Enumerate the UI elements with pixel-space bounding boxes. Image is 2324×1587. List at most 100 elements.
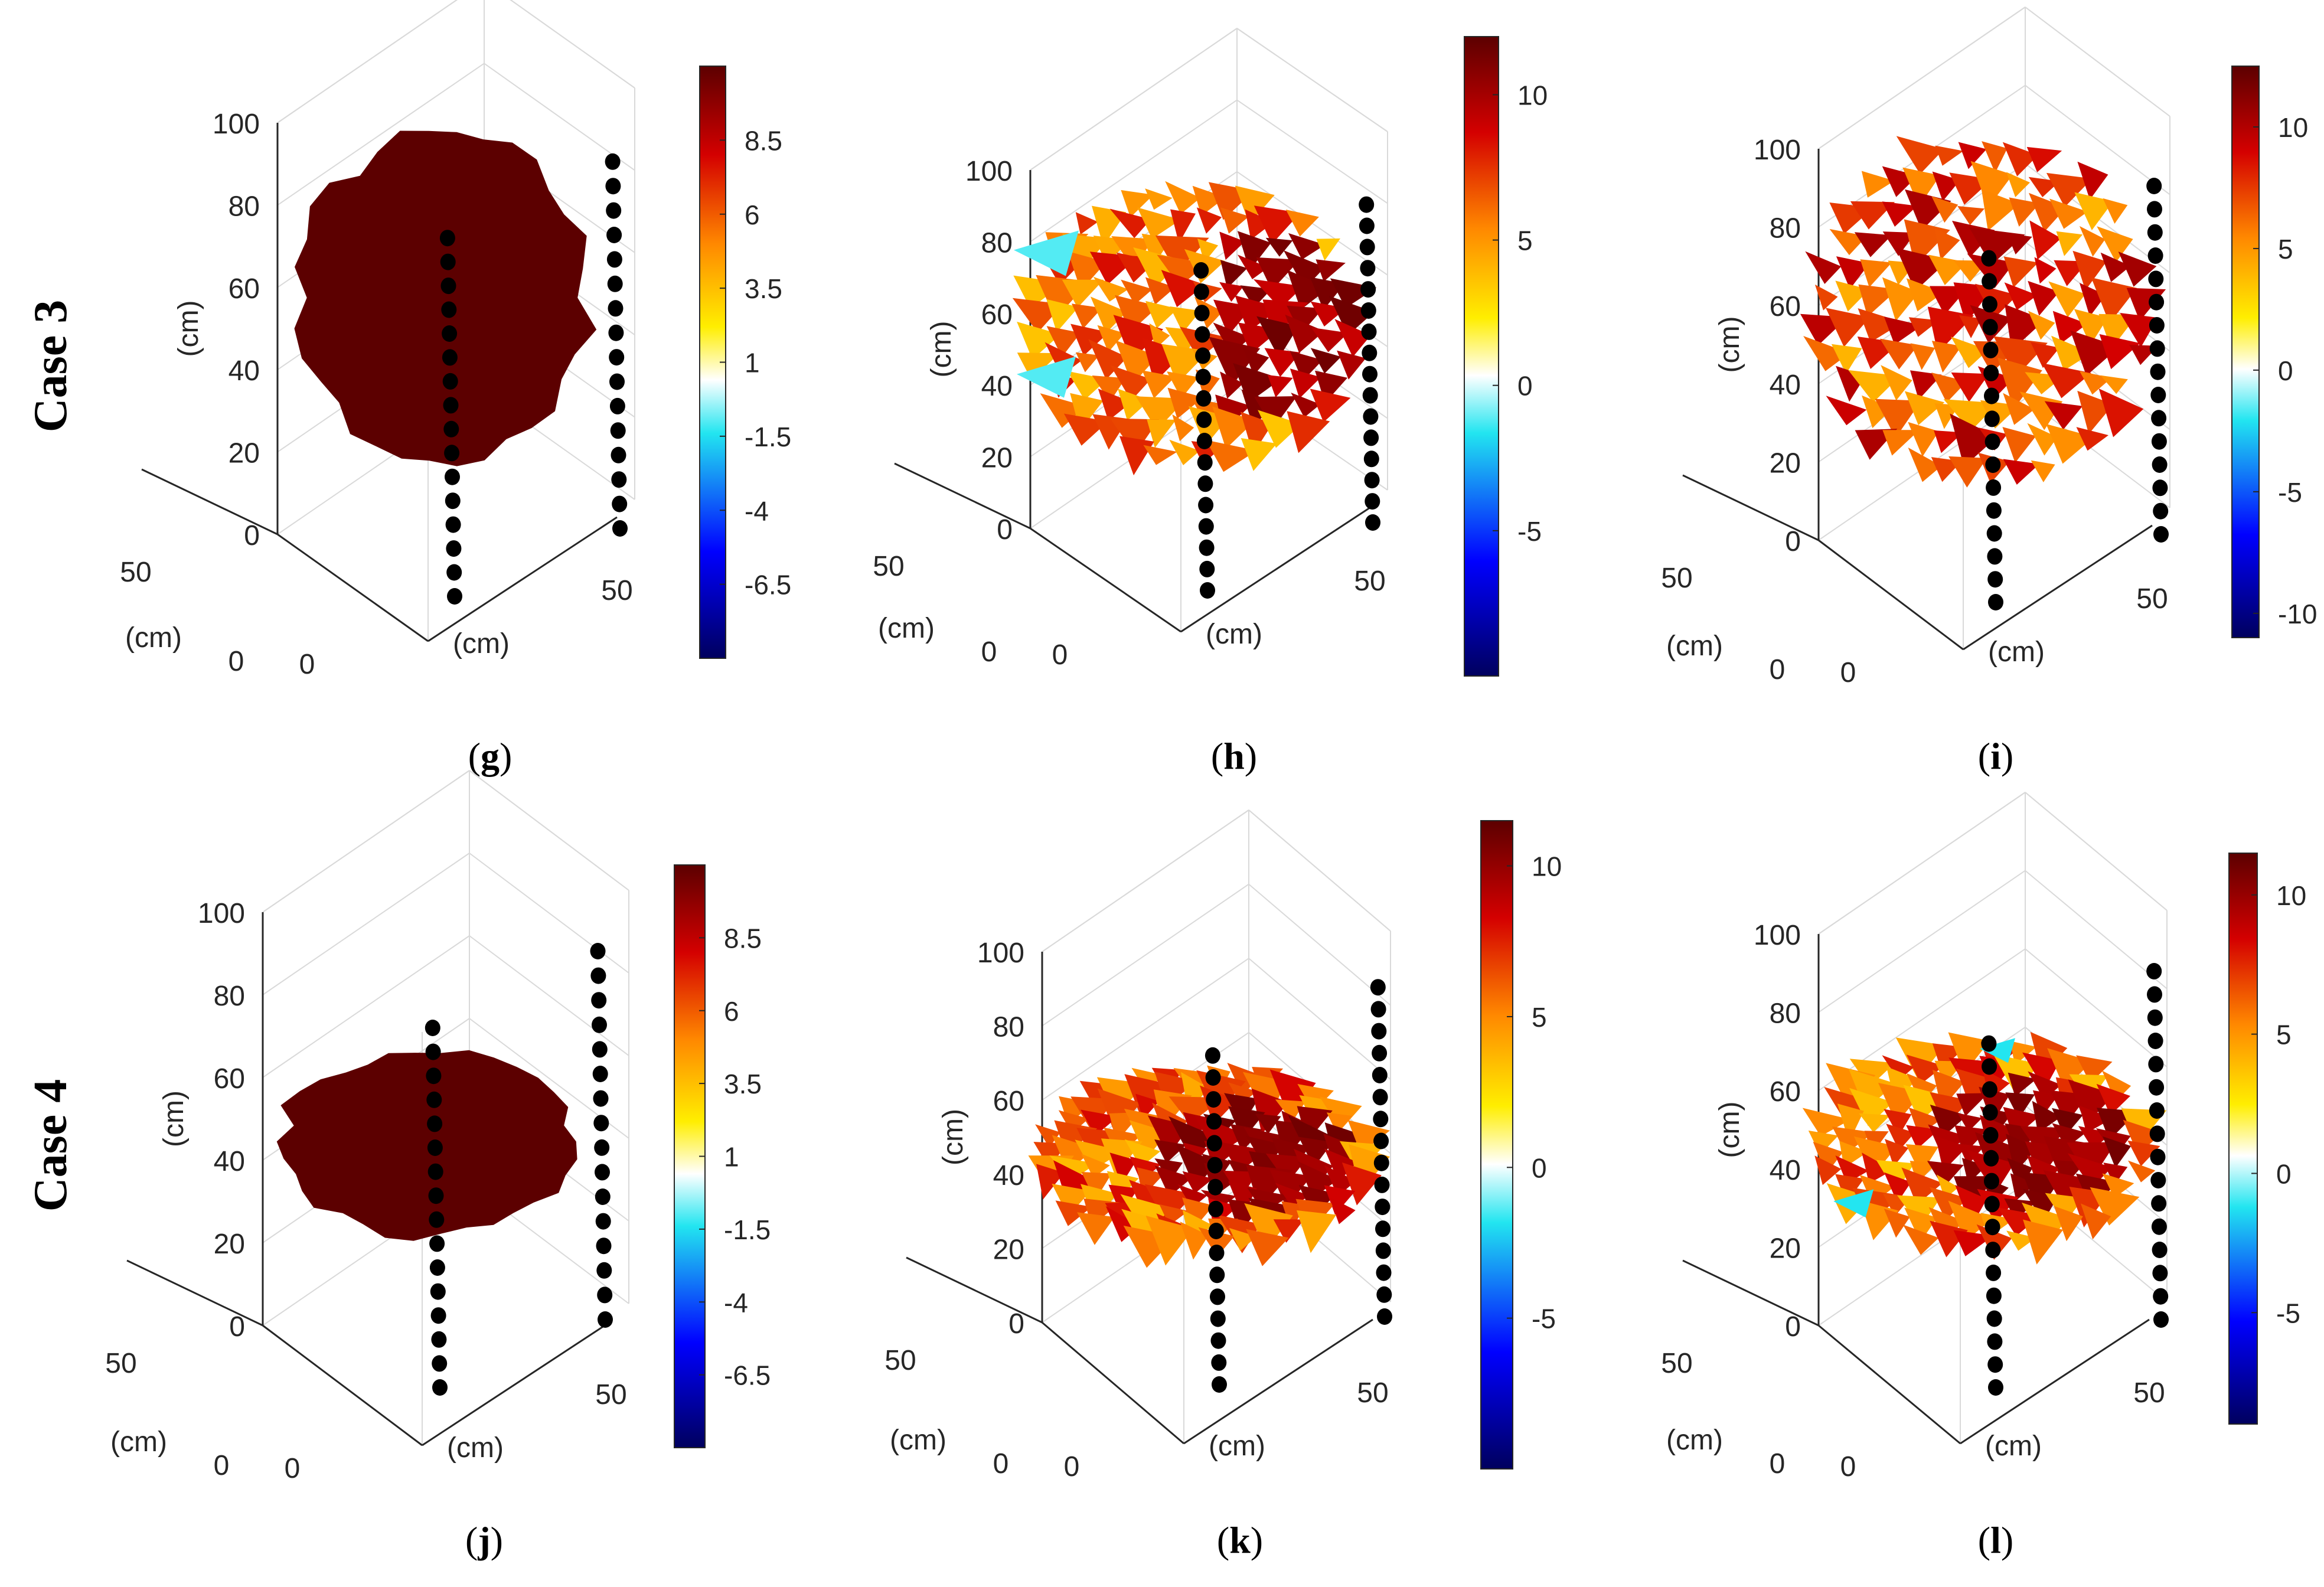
surface-facet <box>1334 319 1371 357</box>
surface-facet <box>2091 277 2137 324</box>
electrode-dot <box>591 992 607 1009</box>
surface-facet <box>1167 387 1203 419</box>
electrode-dot <box>1987 1333 2003 1350</box>
surface-facet <box>1876 1160 1914 1193</box>
axis-labels: 0 20 40 60 80 100 (cm) 0 50 0 50 (cm) (cm) <box>1661 135 2168 688</box>
surface-facet <box>1256 316 1299 358</box>
electrode-dot <box>1986 1287 2002 1304</box>
electrode-dot <box>1212 1376 1227 1393</box>
electrode-dot <box>594 1139 610 1156</box>
x-axis-line-right <box>1183 1318 1373 1445</box>
electrode-dot <box>1360 260 1376 277</box>
caption-letter: j <box>477 1519 490 1561</box>
surface-facet <box>1229 1227 1257 1251</box>
electrode-dot <box>1364 472 1380 489</box>
electrode-dot <box>2149 317 2165 334</box>
electrode-dot <box>1196 411 1212 428</box>
surface-facet <box>1046 326 1081 357</box>
y-axis-label: (cm) <box>125 622 182 654</box>
electrode-dot <box>1375 1220 1391 1237</box>
surface-facet <box>1297 1210 1337 1253</box>
surface-facet <box>1058 1110 1089 1134</box>
electrode-dot <box>609 349 625 366</box>
electrode-dot <box>1985 1242 2001 1259</box>
electrode-dot <box>2151 1195 2167 1212</box>
z-tick-label: 0 <box>1785 1311 1801 1343</box>
surface-facet <box>1859 1113 1891 1133</box>
surface-facet <box>1993 1053 2039 1095</box>
electrode-dot <box>426 1091 442 1108</box>
surface-facet <box>1850 201 1895 230</box>
box-edge <box>1818 6 2026 149</box>
surface <box>294 130 597 466</box>
electrode-dot <box>1198 497 1214 514</box>
electrode-dot <box>1986 502 2002 519</box>
colorbar-tick-label: 10 <box>2278 112 2308 143</box>
surface-facet <box>1109 1152 1137 1185</box>
x-axis-line-right <box>1963 524 2153 651</box>
surface-facet <box>1264 348 1301 377</box>
electrode-dot <box>1198 518 1214 535</box>
surface-facet <box>1283 250 1325 289</box>
y-axis-label: (cm) <box>878 613 935 644</box>
surface-facet <box>2054 1206 2083 1242</box>
electrode-dot <box>2149 1102 2165 1119</box>
surface-facet <box>2005 1092 2035 1119</box>
surface-facet <box>1169 439 1200 465</box>
electrode-dot <box>1359 239 1375 256</box>
surface-facet <box>1097 1088 1141 1134</box>
electrode-dot <box>1199 539 1215 556</box>
surface-facet <box>1931 196 1959 223</box>
surface-facet <box>1324 1148 1358 1182</box>
surface-facet <box>1879 338 1918 370</box>
electrode-dot <box>608 324 624 341</box>
colorbar-tick-label: 3.5 <box>724 1069 762 1099</box>
surface-facet <box>1908 422 1939 457</box>
electrode-dot <box>1207 1178 1223 1196</box>
surface-facet <box>1959 315 1982 338</box>
surface-facet <box>2052 1123 2086 1148</box>
electrode-dot <box>2147 1033 2163 1049</box>
electrode-dot <box>442 349 458 366</box>
z-tick-label: 20 <box>229 438 260 469</box>
surface-facet <box>1110 365 1151 401</box>
surface-facet <box>1220 207 1249 234</box>
surface-facet <box>1244 1203 1293 1250</box>
surface-facet <box>1036 1164 1065 1200</box>
x-tick-label: 50 <box>595 1379 626 1410</box>
z-tick-label: 40 <box>229 355 260 387</box>
electrode-dot <box>1984 410 2000 427</box>
electrode-dot <box>2147 224 2163 241</box>
electrode-dot <box>2147 247 2163 264</box>
surface-facet <box>1908 448 1942 482</box>
surface-facet <box>1886 1124 1915 1151</box>
electrodes <box>425 943 613 1396</box>
electrode-dot <box>611 446 626 463</box>
y-tick-label: 50 <box>884 1345 916 1376</box>
electrode-dot <box>1195 347 1211 364</box>
y-tick-label: 0 <box>229 646 244 677</box>
electrode-dot <box>1983 341 1999 358</box>
electrode-dot <box>1197 454 1213 471</box>
surface <box>1012 181 1377 476</box>
colorbar-tick-label: 5 <box>1517 226 1533 256</box>
surface-facet <box>1805 251 1842 284</box>
surface-facet <box>1180 326 1226 360</box>
surface-facet <box>1997 357 2042 410</box>
electrode-dot <box>1196 433 1212 449</box>
electrode-dot <box>2151 1218 2167 1235</box>
surface-facet <box>1137 207 1181 239</box>
electrode-dot <box>1361 323 1377 340</box>
surface-facet <box>1324 1165 1356 1197</box>
surface-facet <box>1121 1209 1164 1245</box>
surface-facet <box>1075 1139 1123 1171</box>
surface-facet <box>1240 285 1272 308</box>
surface-facet <box>1902 1224 1939 1255</box>
surface-facet <box>1206 440 1257 472</box>
electrode-dot <box>2150 387 2166 403</box>
surface <box>276 1050 577 1241</box>
electrode-dot <box>593 1090 609 1107</box>
x-axis-line-right <box>422 1320 612 1446</box>
surface-facet <box>1849 1088 1894 1126</box>
surface-facet <box>1055 1200 1092 1226</box>
